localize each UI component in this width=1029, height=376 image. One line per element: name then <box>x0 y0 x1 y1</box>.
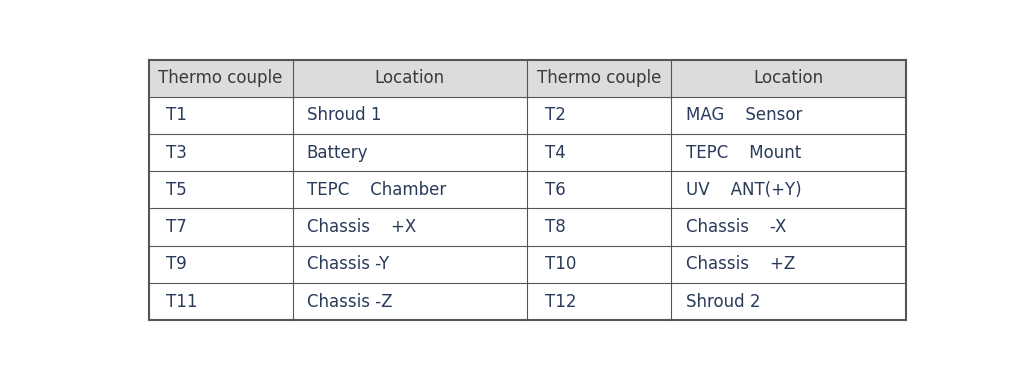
Bar <box>292 97 527 134</box>
Text: T6: T6 <box>545 181 566 199</box>
Text: Shroud 1: Shroud 1 <box>307 106 382 124</box>
Bar <box>527 246 671 283</box>
Text: T12: T12 <box>545 293 576 311</box>
Text: MAG    Sensor: MAG Sensor <box>685 106 802 124</box>
Bar <box>671 134 907 171</box>
Text: T8: T8 <box>545 218 566 236</box>
Text: T1: T1 <box>166 106 187 124</box>
Text: T11: T11 <box>166 293 198 311</box>
Bar <box>671 60 907 97</box>
Bar <box>671 246 907 283</box>
Text: Location: Location <box>375 69 445 87</box>
Text: Chassis -Z: Chassis -Z <box>307 293 392 311</box>
Bar <box>292 283 527 320</box>
Bar <box>671 171 907 208</box>
Bar <box>527 171 671 208</box>
Bar <box>671 208 907 246</box>
Text: Location: Location <box>753 69 824 87</box>
Bar <box>148 97 292 134</box>
Bar <box>148 208 292 246</box>
Bar <box>527 97 671 134</box>
Text: T3: T3 <box>166 144 187 162</box>
Text: Thermo couple: Thermo couple <box>158 69 283 87</box>
Text: T9: T9 <box>166 255 187 273</box>
Text: T7: T7 <box>166 218 187 236</box>
Bar <box>292 60 527 97</box>
Text: T5: T5 <box>166 181 187 199</box>
Bar <box>292 134 527 171</box>
Text: T4: T4 <box>545 144 566 162</box>
Bar <box>148 246 292 283</box>
Text: TEPC    Chamber: TEPC Chamber <box>307 181 447 199</box>
Bar <box>148 134 292 171</box>
Text: T2: T2 <box>545 106 566 124</box>
Text: Thermo couple: Thermo couple <box>537 69 662 87</box>
Text: T10: T10 <box>545 255 576 273</box>
Bar <box>292 246 527 283</box>
Bar <box>148 60 292 97</box>
Bar <box>671 97 907 134</box>
Bar <box>527 283 671 320</box>
Text: UV    ANT(+Y): UV ANT(+Y) <box>685 181 802 199</box>
Text: Chassis    +X: Chassis +X <box>307 218 416 236</box>
Bar <box>527 208 671 246</box>
Text: Chassis    -X: Chassis -X <box>685 218 786 236</box>
Text: Chassis -Y: Chassis -Y <box>307 255 389 273</box>
Text: Chassis    +Z: Chassis +Z <box>685 255 795 273</box>
Bar <box>148 283 292 320</box>
Text: TEPC    Mount: TEPC Mount <box>685 144 801 162</box>
Bar <box>292 171 527 208</box>
Bar <box>527 134 671 171</box>
Bar <box>292 208 527 246</box>
Bar <box>148 171 292 208</box>
Bar <box>671 283 907 320</box>
Bar <box>527 60 671 97</box>
Text: Battery: Battery <box>307 144 368 162</box>
Text: Shroud 2: Shroud 2 <box>685 293 760 311</box>
